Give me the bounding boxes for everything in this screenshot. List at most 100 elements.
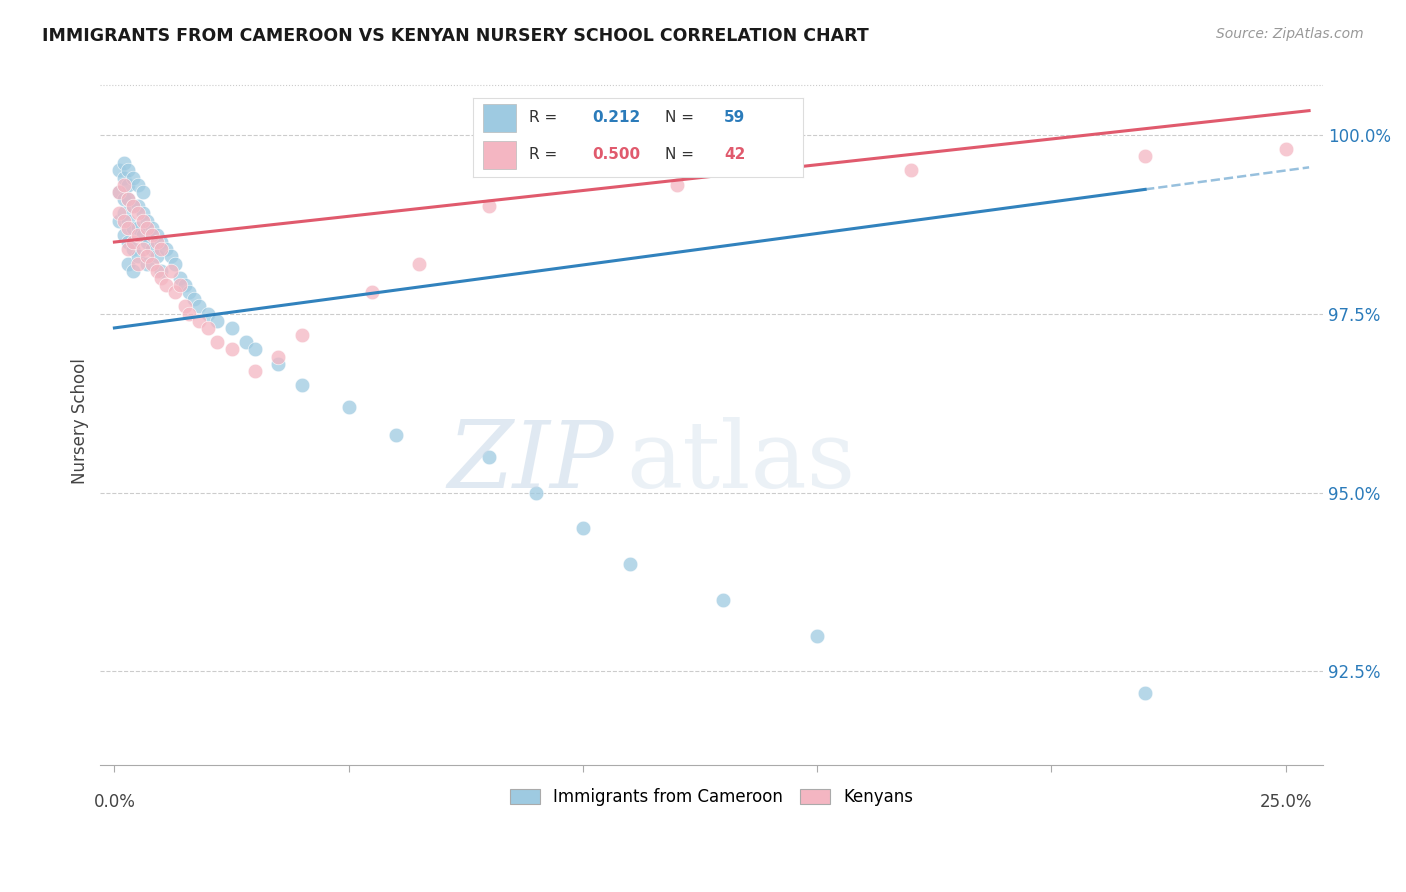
Point: [1133, 686, 1156, 700]
Point: [145, 263, 167, 277]
Point: [1274, 142, 1296, 156]
Point: [108, 206, 131, 220]
Point: [131, 213, 153, 227]
Point: [408, 256, 430, 270]
Point: [169, 270, 191, 285]
Point: [112, 206, 135, 220]
Point: [117, 235, 139, 249]
Point: [108, 185, 131, 199]
Point: [361, 285, 384, 300]
Point: [337, 400, 360, 414]
Point: [150, 235, 173, 249]
Point: [179, 285, 201, 300]
Point: [127, 227, 149, 242]
Legend: Immigrants from Cameroon, Kenyans: Immigrants from Cameroon, Kenyans: [502, 780, 922, 814]
Point: [136, 220, 159, 235]
Point: [117, 220, 139, 235]
Point: [117, 242, 139, 256]
Point: [122, 170, 145, 185]
Point: [145, 249, 167, 263]
Point: [173, 277, 195, 292]
Point: [524, 485, 547, 500]
Point: [112, 192, 135, 206]
Point: [112, 156, 135, 170]
Point: [127, 178, 149, 192]
Point: [478, 450, 501, 464]
Point: [112, 213, 135, 227]
Point: [150, 263, 173, 277]
Point: [221, 321, 243, 335]
Point: [197, 307, 219, 321]
Point: [141, 220, 163, 235]
Point: [117, 163, 139, 178]
Point: [141, 242, 163, 256]
Point: [117, 178, 139, 192]
Point: [131, 242, 153, 256]
Point: [122, 235, 145, 249]
Point: [159, 263, 181, 277]
Point: [169, 277, 191, 292]
Point: [122, 242, 145, 256]
Point: [235, 335, 257, 350]
Text: ZIP: ZIP: [447, 417, 614, 508]
Point: [291, 378, 314, 392]
Point: [207, 314, 229, 328]
Point: [159, 249, 181, 263]
Point: [127, 256, 149, 270]
Point: [108, 185, 131, 199]
Point: [131, 227, 153, 242]
Point: [122, 220, 145, 235]
Point: [112, 178, 135, 192]
Point: [150, 242, 173, 256]
Point: [165, 285, 187, 300]
Text: 0.0%: 0.0%: [93, 793, 135, 811]
Point: [127, 199, 149, 213]
Point: [150, 270, 173, 285]
Point: [141, 256, 163, 270]
Point: [117, 213, 139, 227]
Point: [179, 307, 201, 321]
Point: [122, 263, 145, 277]
Point: [267, 350, 290, 364]
Point: [131, 206, 153, 220]
Point: [136, 213, 159, 227]
Point: [136, 249, 159, 263]
Point: [243, 364, 266, 378]
Point: [112, 227, 135, 242]
Point: [173, 300, 195, 314]
Point: [197, 321, 219, 335]
Point: [207, 335, 229, 350]
Point: [127, 206, 149, 220]
Point: [291, 328, 314, 343]
Text: atlas: atlas: [626, 417, 855, 508]
Point: [127, 220, 149, 235]
Point: [478, 199, 501, 213]
Point: [112, 170, 135, 185]
Point: [117, 256, 139, 270]
Point: [136, 256, 159, 270]
Point: [108, 213, 131, 227]
Point: [122, 199, 145, 213]
Point: [665, 178, 688, 192]
Point: [187, 314, 209, 328]
Point: [145, 235, 167, 249]
Point: [108, 163, 131, 178]
Point: [267, 357, 290, 371]
Point: [806, 629, 828, 643]
Point: [117, 192, 139, 206]
Point: [145, 227, 167, 242]
Point: [187, 300, 209, 314]
Point: [127, 249, 149, 263]
Point: [183, 293, 205, 307]
Point: [155, 277, 177, 292]
Point: [141, 227, 163, 242]
Y-axis label: Nursery School: Nursery School: [72, 358, 89, 484]
Point: [155, 242, 177, 256]
Point: [1133, 149, 1156, 163]
Point: [243, 343, 266, 357]
Text: Source: ZipAtlas.com: Source: ZipAtlas.com: [1216, 27, 1364, 41]
Text: IMMIGRANTS FROM CAMEROON VS KENYAN NURSERY SCHOOL CORRELATION CHART: IMMIGRANTS FROM CAMEROON VS KENYAN NURSE…: [42, 27, 869, 45]
Point: [136, 235, 159, 249]
Point: [117, 192, 139, 206]
Point: [131, 185, 153, 199]
